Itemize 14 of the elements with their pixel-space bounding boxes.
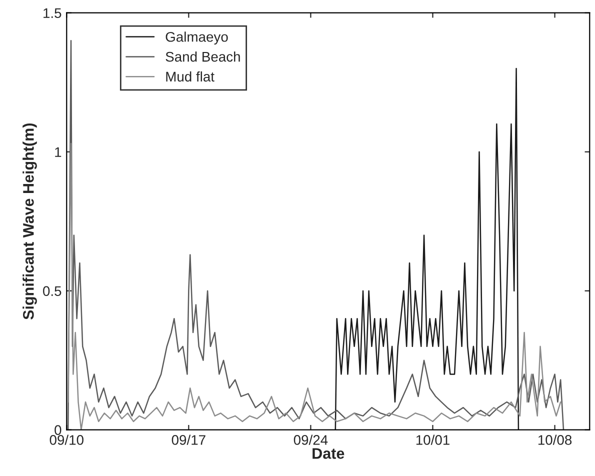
legend-label: Mud flat	[166, 71, 214, 82]
y-tick-label: 0.5	[43, 286, 62, 296]
x-tick-label: 09/17	[172, 434, 206, 445]
x-tick-label: 10/08	[538, 434, 572, 445]
y-tick-label: 1.5	[44, 8, 62, 18]
legend-label: Galmaeyo	[166, 32, 228, 45]
y-tick-label: 1	[55, 147, 62, 157]
legend-label: Sand Beach	[166, 52, 240, 62]
y-tick-label: 0	[54, 425, 62, 435]
x-tick-label: 10/01	[416, 434, 450, 445]
x-tick-label: 09/10	[50, 434, 84, 445]
y-axis-title: Significant Wave Height(m)	[22, 123, 37, 320]
x-axis-title: Date	[312, 448, 344, 459]
x-tick-label: 09/24	[294, 434, 328, 445]
